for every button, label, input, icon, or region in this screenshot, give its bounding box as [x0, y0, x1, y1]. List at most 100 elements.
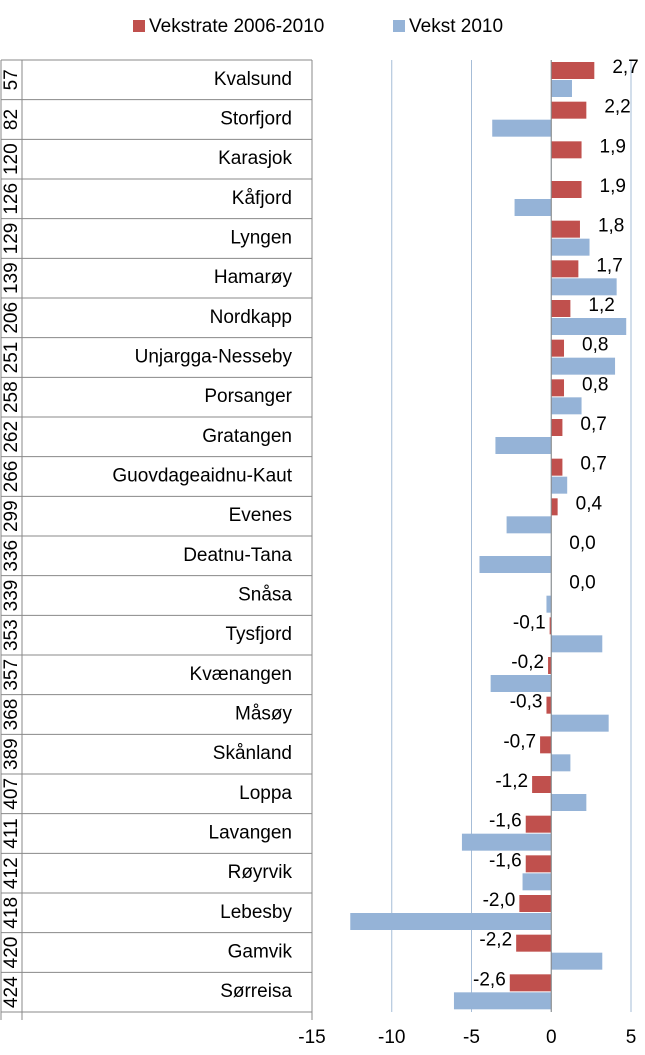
category-label: Kåfjord: [232, 188, 292, 209]
bar: [551, 419, 563, 436]
bar: [551, 318, 627, 335]
bar: [525, 815, 552, 833]
data-label: -1,6: [489, 811, 522, 832]
category-label: Lavangen: [209, 823, 292, 844]
data-label: 1,8: [598, 216, 624, 237]
bar: [492, 119, 552, 137]
rank-label: 407: [1, 778, 22, 810]
category-label: Skånland: [213, 743, 292, 764]
legend-swatch: [133, 20, 145, 32]
bar: [551, 357, 616, 375]
category-label: Loppa: [239, 783, 292, 804]
legend-label: Vekst 2010: [409, 16, 503, 37]
bar: [549, 617, 552, 635]
data-label: 0,0: [569, 573, 595, 594]
bar: [551, 379, 565, 397]
rank-label: 206: [1, 302, 22, 334]
bar: [551, 794, 587, 811]
data-label: -1,6: [489, 850, 522, 871]
data-label: 0,8: [582, 374, 608, 395]
rank-label: 339: [1, 580, 22, 612]
rank-label: 266: [1, 461, 22, 493]
bar: [551, 101, 587, 119]
rank-label: 353: [1, 619, 22, 651]
x-tick-label: -10: [378, 1027, 405, 1048]
bar: [551, 952, 603, 970]
bar: [551, 141, 582, 159]
category-label: Karasjok: [218, 148, 292, 169]
data-label: 0,4: [576, 493, 603, 514]
category-label: Tysfjord: [225, 624, 292, 645]
x-tick-label: 0: [546, 1027, 557, 1048]
bar: [540, 736, 552, 754]
bar: [551, 80, 572, 97]
rank-label: 120: [1, 143, 22, 175]
x-tick-label: 5: [626, 1027, 637, 1048]
bar: [519, 895, 552, 912]
bar: [350, 913, 552, 930]
data-label: -1,2: [495, 771, 528, 792]
category-label: Måsøy: [235, 704, 293, 725]
category-label: Lebesby: [220, 902, 292, 923]
bar: [522, 873, 552, 891]
rank-label: 357: [1, 659, 22, 691]
category-label: Sørreisa: [220, 981, 292, 1002]
data-label: 0,8: [582, 335, 608, 356]
category-label: Storfjord: [220, 109, 292, 130]
x-tick-label: -15: [298, 1027, 325, 1048]
bar: [453, 992, 552, 1010]
rank-label: 368: [1, 699, 22, 731]
rank-label: 336: [1, 540, 22, 572]
category-label: Lyngen: [230, 228, 292, 249]
rank-label: 418: [1, 897, 22, 929]
category-label: Unjargga-Nesseby: [135, 347, 293, 368]
bar: [551, 476, 568, 494]
bar: [551, 181, 582, 198]
bar: [551, 635, 603, 653]
bar: [546, 595, 552, 613]
bar: [551, 300, 571, 317]
category-label: Gamvik: [228, 942, 293, 963]
bar: [551, 260, 579, 278]
rank-label: 412: [1, 857, 22, 889]
rank-label: 389: [1, 738, 22, 770]
category-label: Hamarøy: [214, 267, 293, 288]
bar: [514, 199, 552, 216]
category-label: Kvænangen: [190, 664, 292, 685]
category-label: Guovdageaidnu-Kaut: [112, 466, 292, 487]
data-label: 0,7: [580, 414, 606, 435]
data-label: -0,1: [513, 612, 546, 633]
bar: [506, 516, 552, 534]
bar: [551, 62, 595, 79]
rank-label: 262: [1, 421, 22, 453]
data-label: 1,9: [600, 136, 626, 157]
rank-label: 139: [1, 262, 22, 294]
bar: [551, 238, 590, 256]
bar: [551, 220, 580, 238]
bar: [532, 776, 552, 793]
category-label: Snåsa: [238, 585, 292, 606]
category-label: Evenes: [229, 505, 292, 526]
data-label: 0,0: [569, 533, 595, 554]
bar: [525, 855, 552, 873]
category-label: Kvalsund: [214, 69, 292, 90]
bar: [551, 278, 617, 296]
bar: [495, 437, 552, 454]
rank-label: 411: [1, 818, 22, 848]
bar: [551, 498, 558, 516]
category-label: Porsanger: [204, 386, 292, 407]
data-label: -2,0: [483, 890, 516, 911]
rank-label: 420: [1, 937, 22, 969]
bar: [546, 696, 552, 714]
bar: [461, 833, 552, 851]
rank-label: 126: [1, 183, 22, 215]
bar: [479, 556, 552, 573]
bar: [551, 754, 571, 772]
data-label: 1,7: [596, 255, 622, 276]
rank-label: 129: [1, 223, 22, 255]
data-label: 2,7: [612, 57, 638, 78]
data-label: -0,2: [511, 652, 544, 673]
bar: [551, 714, 609, 732]
legend-label: Vekstrate 2006-2010: [149, 16, 324, 37]
